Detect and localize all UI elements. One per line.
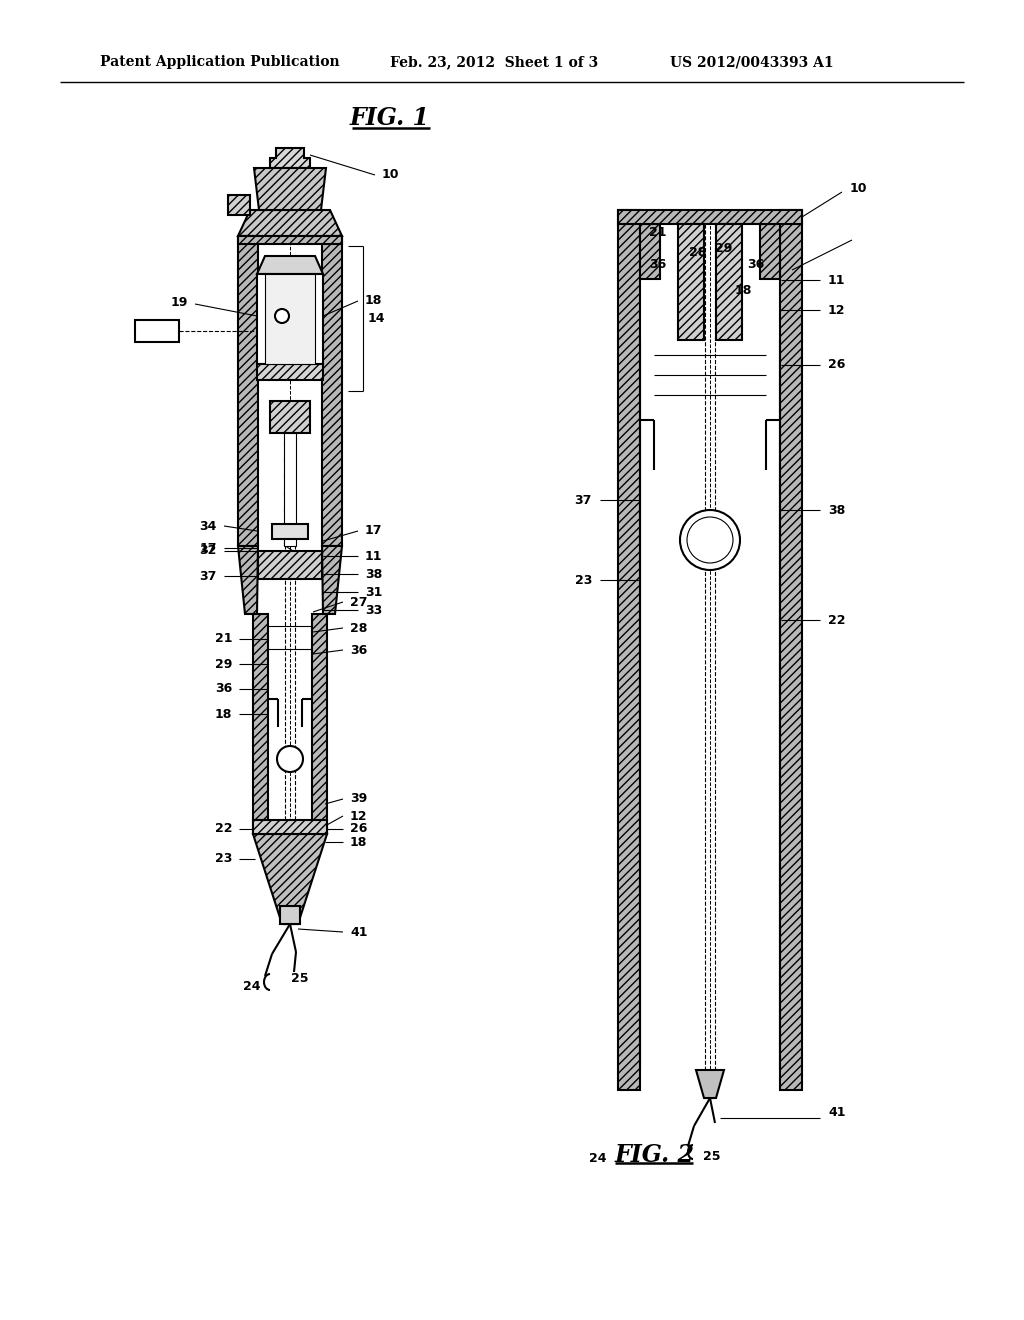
Text: 26: 26	[828, 359, 846, 371]
Text: 11: 11	[828, 273, 846, 286]
Text: 26: 26	[350, 822, 368, 836]
Text: 28: 28	[350, 622, 368, 635]
Text: 42: 42	[148, 325, 166, 338]
Text: 38: 38	[828, 503, 845, 516]
Text: 10: 10	[382, 168, 399, 181]
Text: 37: 37	[574, 494, 592, 507]
Polygon shape	[312, 614, 327, 834]
Text: 31: 31	[365, 586, 382, 598]
Polygon shape	[322, 546, 342, 614]
Polygon shape	[270, 148, 310, 168]
Circle shape	[278, 746, 303, 772]
Text: 22: 22	[214, 822, 232, 836]
Text: 24: 24	[244, 979, 261, 993]
Polygon shape	[618, 210, 640, 1090]
Text: 39: 39	[350, 792, 368, 805]
Text: 33: 33	[365, 603, 382, 616]
Text: 18: 18	[215, 708, 232, 721]
Text: 36: 36	[215, 682, 232, 696]
Text: 29: 29	[215, 657, 232, 671]
Text: 19: 19	[171, 297, 188, 309]
Text: 11: 11	[365, 549, 383, 562]
Polygon shape	[322, 236, 342, 546]
Polygon shape	[253, 834, 327, 924]
Text: 37: 37	[200, 569, 217, 582]
Polygon shape	[238, 236, 258, 546]
Text: 17: 17	[200, 541, 217, 554]
Text: 18: 18	[365, 294, 382, 308]
Text: 41: 41	[350, 925, 368, 939]
Text: FIG. 1: FIG. 1	[350, 106, 430, 129]
Polygon shape	[238, 210, 342, 236]
Bar	[270, 401, 310, 433]
Polygon shape	[238, 546, 258, 614]
Bar	[257, 275, 323, 364]
Text: 10: 10	[850, 181, 867, 194]
Polygon shape	[254, 168, 326, 210]
Text: 21: 21	[649, 226, 667, 239]
Text: 18: 18	[735, 284, 753, 297]
Polygon shape	[640, 224, 660, 279]
Text: 29: 29	[716, 242, 733, 255]
Bar	[272, 524, 308, 539]
Text: 28: 28	[689, 246, 707, 259]
Text: US 2012/0043393 A1: US 2012/0043393 A1	[670, 55, 834, 69]
Text: 34: 34	[200, 520, 217, 532]
Text: 27: 27	[350, 595, 368, 609]
Bar	[238, 236, 342, 244]
Bar	[265, 275, 315, 364]
Text: 24: 24	[589, 1151, 607, 1164]
Text: FIG. 2: FIG. 2	[615, 1143, 695, 1167]
Text: 17: 17	[365, 524, 383, 537]
Polygon shape	[678, 224, 705, 341]
Polygon shape	[760, 224, 780, 279]
Text: 41: 41	[828, 1106, 846, 1119]
Bar	[280, 906, 300, 924]
Text: Patent Application Publication: Patent Application Publication	[100, 55, 340, 69]
Bar	[618, 210, 802, 224]
Text: 23: 23	[215, 853, 232, 866]
Polygon shape	[696, 1071, 724, 1098]
Text: 32: 32	[200, 544, 217, 557]
Bar	[257, 364, 323, 380]
Polygon shape	[257, 256, 323, 275]
Circle shape	[680, 510, 740, 570]
Polygon shape	[716, 224, 742, 341]
Bar	[228, 195, 250, 215]
Text: Feb. 23, 2012  Sheet 1 of 3: Feb. 23, 2012 Sheet 1 of 3	[390, 55, 598, 69]
Text: 21: 21	[214, 632, 232, 645]
Bar	[253, 820, 327, 834]
Polygon shape	[780, 210, 802, 1090]
Text: 36: 36	[649, 259, 667, 272]
Bar	[258, 550, 322, 579]
Text: 23: 23	[574, 573, 592, 586]
Bar	[135, 319, 179, 342]
Text: 25: 25	[291, 973, 309, 986]
Polygon shape	[253, 614, 268, 834]
Text: 38: 38	[365, 568, 382, 581]
Text: 18: 18	[350, 836, 368, 849]
Text: 22: 22	[828, 614, 846, 627]
Text: 36: 36	[350, 644, 368, 656]
Circle shape	[275, 309, 289, 323]
Text: 36: 36	[748, 259, 765, 272]
Text: 12: 12	[828, 304, 846, 317]
Text: 25: 25	[703, 1150, 721, 1163]
Text: 12: 12	[350, 809, 368, 822]
Bar	[284, 433, 296, 546]
Text: 14: 14	[368, 312, 385, 325]
